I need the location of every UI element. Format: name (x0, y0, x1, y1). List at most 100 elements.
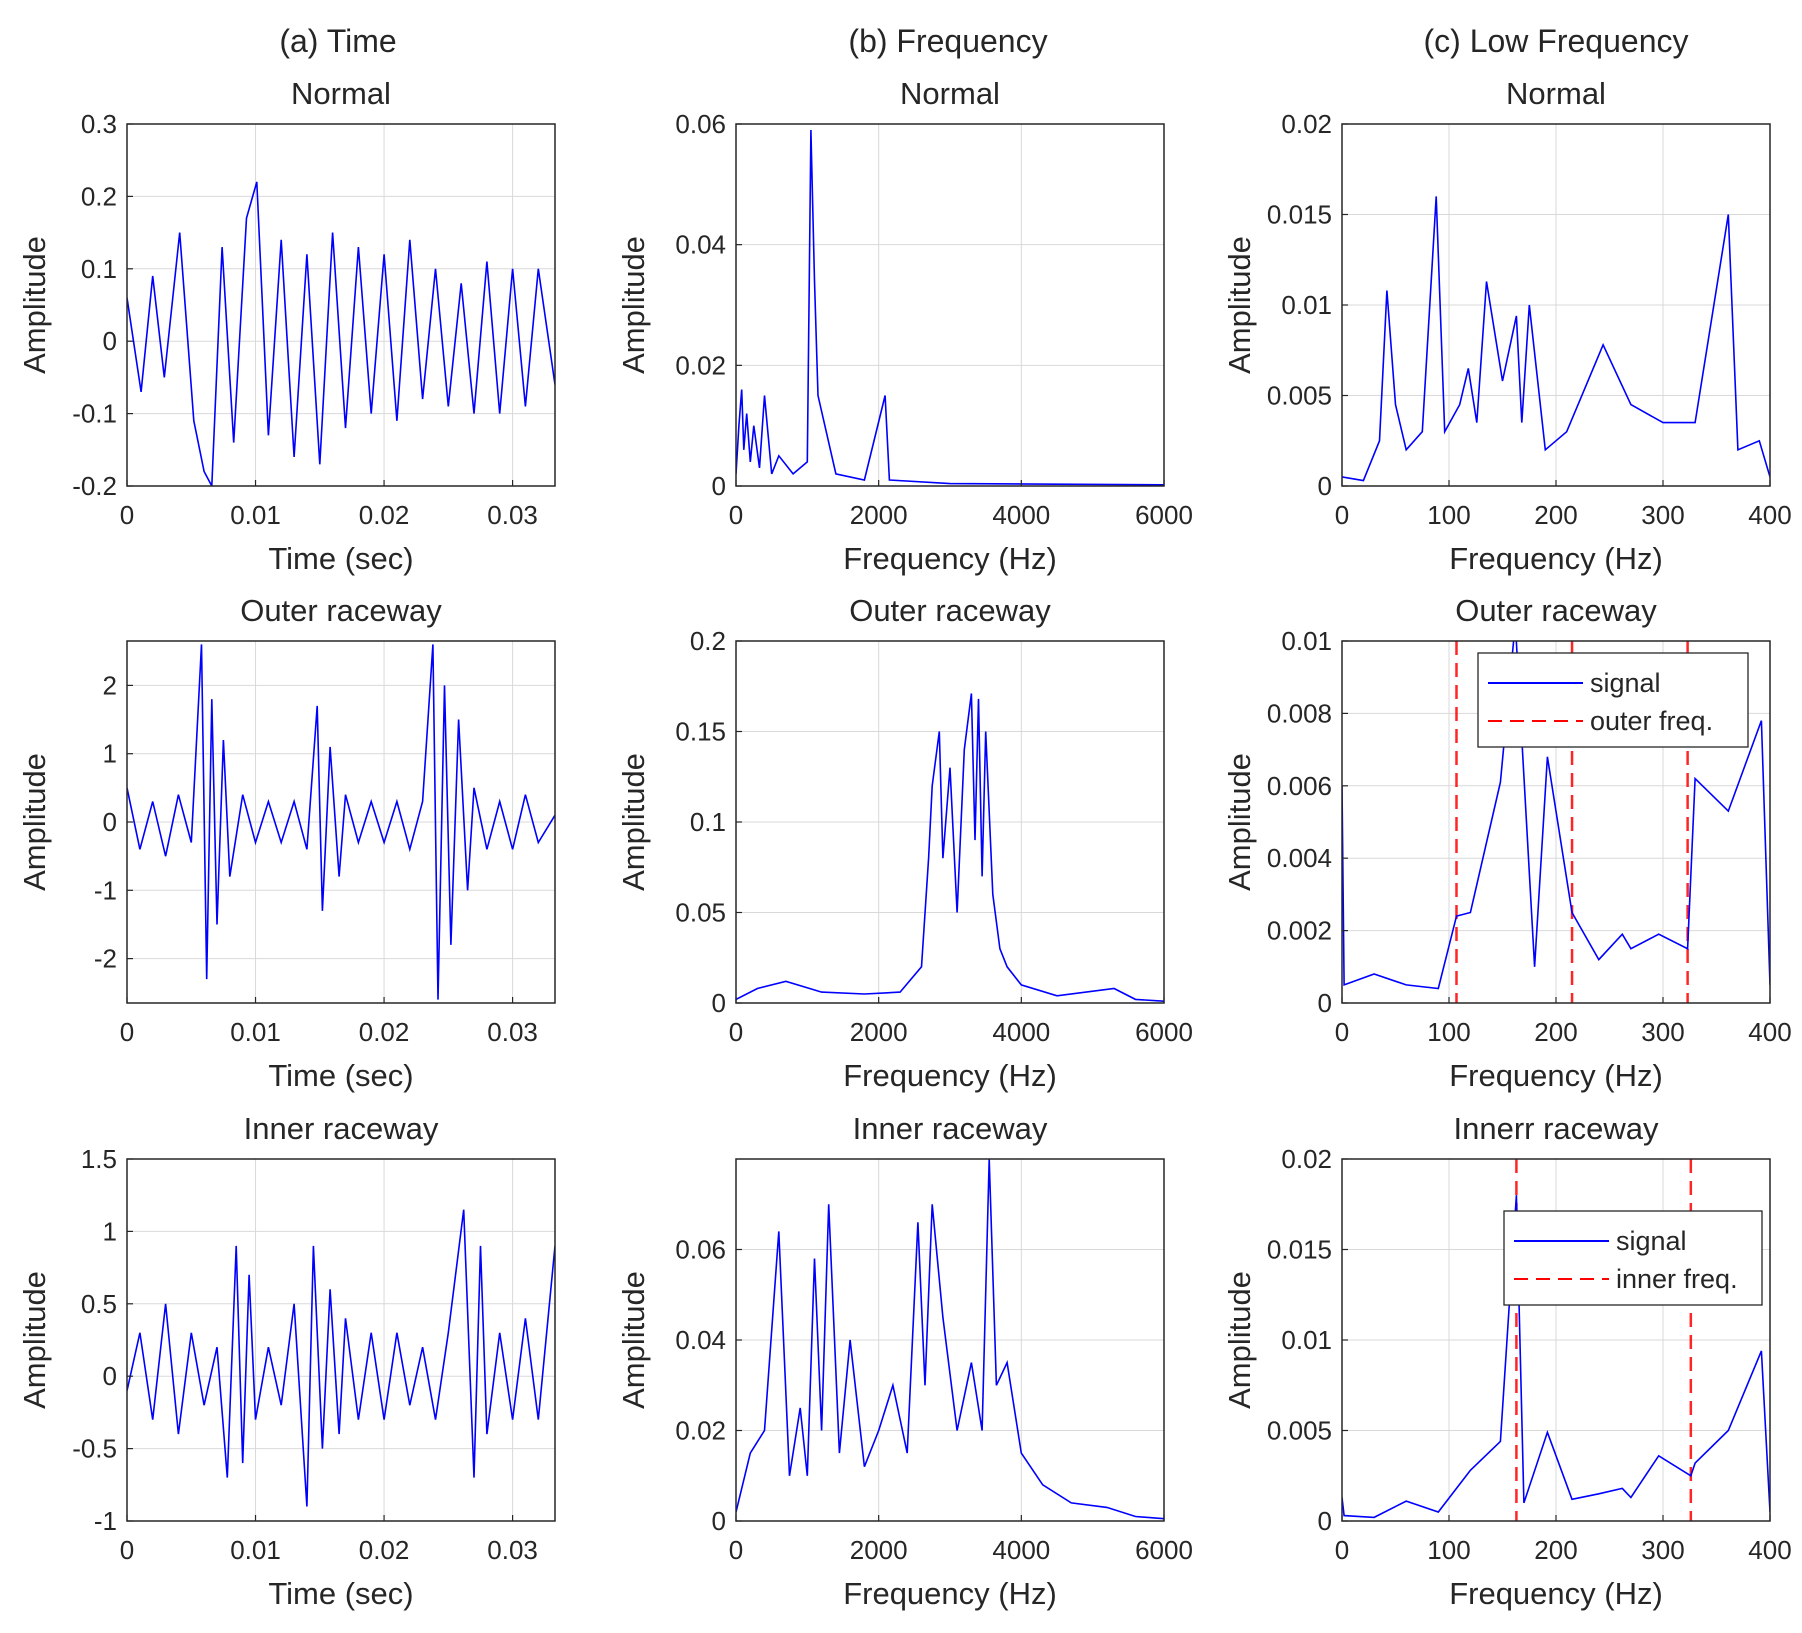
y-tick-label: 0.1 (690, 807, 726, 837)
x-tick-label: 300 (1641, 1535, 1684, 1565)
y-tick-label: 0.006 (1267, 771, 1332, 801)
column-title-frequency: (b) Frequency (848, 23, 1047, 59)
signal-line (127, 644, 555, 1000)
y-tick-label: 0.04 (675, 1325, 726, 1355)
legend: signal inner freq. (1503, 1210, 1763, 1306)
y-tick-label: -1 (94, 1506, 117, 1536)
y-tick-label: 2 (103, 670, 117, 700)
y-axis-label: Amplitude (616, 236, 651, 374)
subplot-title: Innerr raceway (1453, 1111, 1659, 1146)
y-tick-label: 0.005 (1267, 381, 1332, 411)
y-tick-label: 0.015 (1267, 200, 1332, 230)
x-tick-label: 400 (1748, 1535, 1791, 1565)
y-tick-label: 0.3 (81, 109, 117, 139)
y-tick-label: -2 (94, 944, 117, 974)
x-axis-label: Frequency (Hz) (843, 1058, 1057, 1093)
subplot-freq-inner: 0 2000 4000 6000 0 0.02 0.04 0.06 Inner raceway F… (616, 1111, 1193, 1611)
subplot-title: Normal (900, 76, 1000, 111)
x-tick-label: 0 (1335, 1535, 1349, 1565)
y-tick-label: 0.015 (1267, 1235, 1332, 1265)
y-tick-label: 0.02 (1281, 109, 1332, 139)
x-tick-label: 2000 (850, 1017, 908, 1047)
x-tick-label: 0.02 (359, 1535, 410, 1565)
subplot-title: Outer raceway (1455, 593, 1657, 628)
y-tick-label: 0 (712, 1506, 726, 1536)
y-tick-label: -0.1 (72, 399, 117, 429)
y-axis-label: Amplitude (1222, 1271, 1257, 1409)
legend-signal-label: signal (1616, 1226, 1687, 1256)
x-tick-label: 100 (1427, 1535, 1470, 1565)
subplot-time-outer: 0 0.01 0.02 0.03 -2 -1 0 1 2 Outer raceway Time (s… (17, 593, 556, 1093)
y-tick-label: 0.15 (675, 717, 726, 747)
signal-line (1342, 1195, 1770, 1519)
subplot-title: Inner raceway (853, 1111, 1048, 1146)
y-tick-label: -0.2 (72, 471, 117, 501)
y-tick-label: 0 (1318, 988, 1332, 1018)
x-tick-label: 4000 (992, 1535, 1050, 1565)
y-tick-label: 0 (103, 1361, 117, 1391)
signal-line (1342, 641, 1770, 990)
x-tick-label: 4000 (992, 1017, 1050, 1047)
y-tick-label: 0.004 (1267, 843, 1332, 873)
y-axis-label: Amplitude (17, 236, 52, 374)
x-tick-label: 6000 (1135, 1017, 1193, 1047)
x-axis-label: Time (sec) (268, 1576, 413, 1611)
x-axis-label: Frequency (Hz) (1449, 541, 1663, 576)
y-tick-label: 0.008 (1267, 698, 1332, 728)
x-tick-label: 0 (729, 1535, 743, 1565)
signal-line (127, 1209, 555, 1507)
x-axis-label: Frequency (Hz) (843, 541, 1057, 576)
y-tick-label: 0.01 (1281, 626, 1332, 656)
subplot-grid: 0 0.01 0.02 0.03 -0.2 -0.1 0 0.1 0.2 0.3 Normal Tim… (17, 76, 1792, 1611)
subplot-low-outer: 0 100 200 300 400 0 0.002 0.004 0.006 0.008 0.01 Ou… (1222, 593, 1792, 1093)
subplot-time-inner: 0 0.01 0.02 0.03 -1 -0.5 0 0.5 1 1.5 Inner raceway… (17, 1111, 556, 1611)
x-axis-label: Frequency (Hz) (1449, 1058, 1663, 1093)
x-tick-label: 300 (1641, 1017, 1684, 1047)
subplot-freq-outer: 0 2000 4000 6000 0 0.05 0.1 0.15 0.2 Outer racewa… (616, 593, 1193, 1093)
legend-box (1477, 652, 1749, 748)
x-tick-label: 0.03 (487, 1017, 538, 1047)
legend-marker-label: outer freq. (1590, 706, 1713, 736)
plot-area (736, 124, 1164, 486)
subplot-freq-normal: 0 2000 4000 6000 0 0.02 0.04 0.06 Normal Frequenc… (616, 76, 1193, 576)
y-tick-label: 0.04 (675, 230, 726, 260)
y-tick-label: 0 (712, 471, 726, 501)
x-tick-label: 0 (120, 1535, 134, 1565)
subplot-title: Inner raceway (244, 1111, 439, 1146)
x-tick-label: 0 (120, 1017, 134, 1047)
y-tick-label: 1 (103, 1216, 117, 1246)
y-tick-label: 0.1 (81, 254, 117, 284)
x-tick-label: 2000 (850, 1535, 908, 1565)
signal-line (736, 693, 1164, 1002)
axes-box (735, 123, 1165, 487)
y-axis-label: Amplitude (17, 753, 52, 891)
column-title-low-frequency: (c) Low Frequency (1424, 23, 1689, 59)
y-tick-label: 1 (103, 739, 117, 769)
x-tick-label: 0.03 (487, 500, 538, 530)
x-tick-label: 0.01 (230, 1017, 281, 1047)
y-axis-label: Amplitude (17, 1271, 52, 1409)
y-axis-label: Amplitude (1222, 753, 1257, 891)
legend-box (1503, 1210, 1763, 1306)
subplot-title: Normal (291, 76, 391, 111)
y-tick-label: 0 (103, 326, 117, 356)
x-tick-label: 0.02 (359, 500, 410, 530)
y-axis-label: Amplitude (616, 753, 651, 891)
x-tick-label: 0.02 (359, 1017, 410, 1047)
subplot-low-normal: 0 100 200 300 400 0 0.005 0.01 0.015 0.02 Normal Fr… (1222, 76, 1792, 576)
y-tick-label: 0.02 (1281, 1144, 1332, 1174)
y-axis-label: Amplitude (1222, 236, 1257, 374)
x-axis-label: Time (sec) (268, 541, 413, 576)
x-tick-label: 6000 (1135, 1535, 1193, 1565)
x-tick-label: 0.01 (230, 1535, 281, 1565)
signal-line (736, 1159, 1164, 1520)
x-tick-label: 300 (1641, 500, 1684, 530)
x-axis-label: Frequency (Hz) (1449, 1576, 1663, 1611)
subplot-low-inner: 0 100 200 300 400 0 0.005 0.01 0.015 0.02 Innerr r… (1222, 1111, 1792, 1611)
x-tick-label: 0 (1335, 500, 1349, 530)
y-tick-label: 0.005 (1267, 1416, 1332, 1446)
y-tick-label: 0 (1318, 471, 1332, 501)
y-tick-label: 0.5 (81, 1289, 117, 1319)
x-tick-label: 200 (1534, 500, 1577, 530)
y-tick-label: 0 (712, 988, 726, 1018)
